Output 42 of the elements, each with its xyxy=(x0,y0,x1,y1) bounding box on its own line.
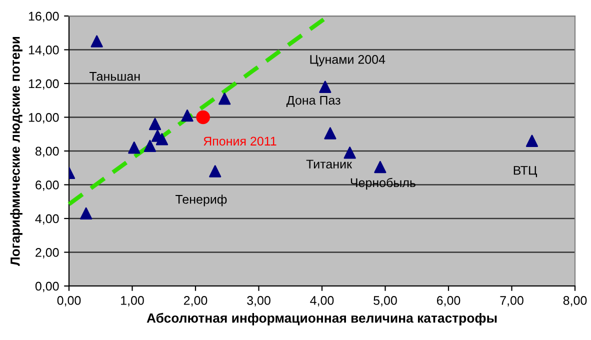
point xyxy=(80,207,92,220)
point xyxy=(156,133,168,146)
y-tick-label: 16,00 xyxy=(28,12,59,22)
point xyxy=(374,160,386,174)
y-axis-title: Логарифмические людские потери xyxy=(10,37,22,266)
point xyxy=(319,80,332,93)
annotation: ВТЦ xyxy=(514,166,538,178)
x-tick-label: 6,00 xyxy=(436,296,460,306)
x-tick-label: 4,00 xyxy=(310,296,334,306)
point xyxy=(526,134,538,147)
y-tick-label: 10,00 xyxy=(28,113,59,124)
point xyxy=(218,92,231,105)
y-tick-label: 0,00 xyxy=(35,282,59,292)
point xyxy=(181,109,194,122)
y-tick-label: 12,00 xyxy=(28,79,59,90)
x-tick-label: 1,00 xyxy=(121,296,144,306)
x-tick-label: 7,00 xyxy=(500,296,524,306)
point xyxy=(324,127,336,140)
point xyxy=(344,146,356,159)
annotation: Дона Паз xyxy=(286,96,340,108)
y-tick-label: 8,00 xyxy=(35,146,59,158)
series-label: Япония 2011 xyxy=(204,136,276,146)
x-axis-title: Абсолютная информационная величина катастрофы xyxy=(146,312,497,326)
annotation: Цунами 2004 xyxy=(310,54,386,66)
annotation: Таньшан xyxy=(90,72,140,81)
annotation: Тенериф xyxy=(176,194,227,206)
point xyxy=(144,140,156,152)
x-tick-label: 5,00 xyxy=(374,296,397,306)
point xyxy=(128,142,140,154)
y-tick-label: 4,00 xyxy=(35,214,59,225)
y-tick-label: 14,00 xyxy=(28,46,59,56)
y-tick-label: 6,00 xyxy=(36,180,59,191)
x-tick-label: 3,00 xyxy=(247,296,270,306)
x-tick-label: 2,00 xyxy=(184,296,208,306)
x-tick-label: 8,00 xyxy=(563,296,587,306)
point xyxy=(209,165,222,178)
point xyxy=(90,35,103,48)
y-tick-label: 2,00 xyxy=(36,248,59,258)
x-tick-label: 0,00 xyxy=(57,296,81,306)
point xyxy=(148,118,162,130)
annotation: Титаник xyxy=(306,160,352,169)
point xyxy=(196,110,210,124)
